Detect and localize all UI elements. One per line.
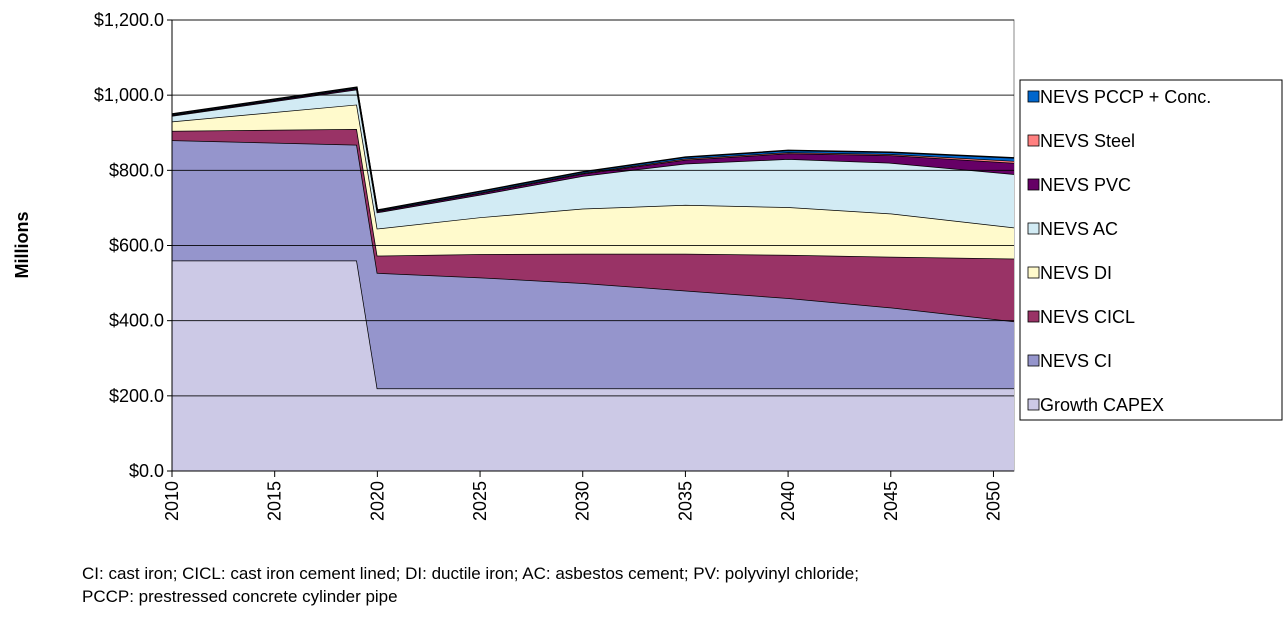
x-tick-label: 2030 xyxy=(573,481,593,521)
legend-label: NEVS PCCP + Conc. xyxy=(1040,87,1211,107)
area-edge xyxy=(172,259,1014,390)
area-edge xyxy=(171,86,1015,212)
area xyxy=(172,89,1014,229)
x-tick-label: 2035 xyxy=(675,481,695,521)
legend-swatch xyxy=(1027,178,1040,191)
legend-label: NEVS DI xyxy=(1040,263,1112,283)
legend-swatch xyxy=(1027,310,1040,323)
legend-label: NEVS Steel xyxy=(1040,131,1135,151)
x-tick-label: 2010 xyxy=(162,481,182,521)
area xyxy=(172,140,1014,389)
legend-swatch xyxy=(1027,398,1040,411)
x-tick-label: 2025 xyxy=(470,481,490,521)
legend-swatch xyxy=(1027,90,1040,103)
y-tick-label: $1,000.0 xyxy=(94,85,164,105)
legend xyxy=(1019,79,1283,421)
x-tick-label: 2045 xyxy=(881,481,901,521)
area xyxy=(172,104,1014,259)
legend-label: Growth CAPEX xyxy=(1040,395,1164,415)
footnote: PCCP: prestressed concrete cylinder pipe xyxy=(82,587,398,606)
y-axis-label: Millions xyxy=(12,212,32,279)
legend-label: NEVS AC xyxy=(1040,219,1118,239)
y-tick-label: $200.0 xyxy=(109,386,164,406)
y-tick-label: $0.0 xyxy=(129,461,164,481)
x-tick-label: 2050 xyxy=(983,481,1003,521)
x-tick-label: 2015 xyxy=(265,481,285,521)
footnote: CI: cast iron; CICL: cast iron cement li… xyxy=(82,564,859,583)
legend-swatch xyxy=(1027,266,1040,279)
y-tick-label: $800.0 xyxy=(109,160,164,180)
legend-swatch xyxy=(1027,222,1040,235)
legend-label: NEVS CI xyxy=(1040,351,1112,371)
legend-label: NEVS CICL xyxy=(1040,307,1135,327)
area xyxy=(172,260,1014,471)
x-tick-label: 2040 xyxy=(778,481,798,521)
legend-swatch xyxy=(1027,134,1040,147)
y-tick-label: $600.0 xyxy=(109,236,164,256)
y-tick-label: $1,200.0 xyxy=(94,10,164,30)
legend-label: NEVS PVC xyxy=(1040,175,1131,195)
y-tick-label: $400.0 xyxy=(109,311,164,331)
area xyxy=(172,128,1014,322)
legend-swatch xyxy=(1027,354,1040,367)
x-tick-label: 2020 xyxy=(367,481,387,521)
